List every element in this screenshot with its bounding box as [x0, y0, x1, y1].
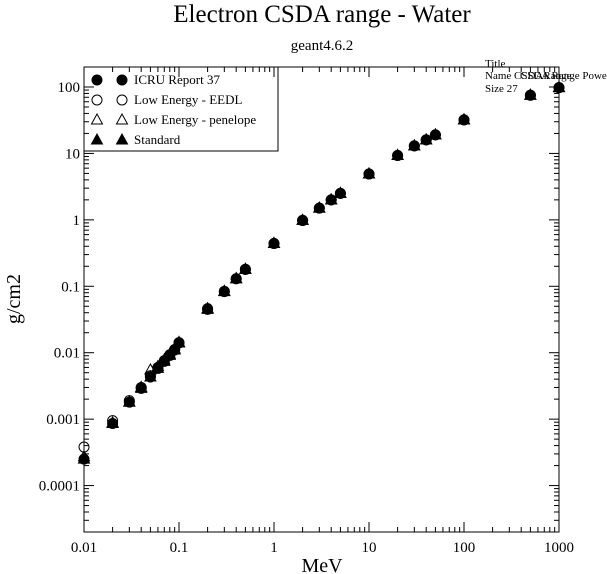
legend-label: Low Energy - penelope: [134, 112, 256, 127]
point-filled-triangle: [407, 138, 421, 151]
legend-marker-filled-triangle: [115, 132, 129, 145]
point-filled-triangle: [324, 192, 338, 205]
x-axis: 0.01 0.1 1 10 100 1000: [71, 67, 574, 556]
data-points: [77, 80, 566, 465]
point-filled-triangle: [334, 186, 347, 198]
stats-size: Size 27: [485, 83, 518, 95]
point-filled-triangle: [134, 381, 148, 393]
y-tick-label: 100: [58, 80, 81, 96]
chart-subtitle: geant4.6.2: [291, 38, 353, 54]
stats-title: Title: [485, 58, 506, 70]
x-tick-label: 10: [362, 540, 377, 556]
y-tick-label: 0.1: [61, 279, 80, 295]
chart-title: Electron CSDA range - Water: [173, 1, 471, 28]
point-filled-triangle: [144, 370, 157, 382]
y-tick-label: 0.0001: [39, 479, 80, 495]
point-filled-triangle: [229, 271, 243, 284]
x-tick-label: 0.01: [71, 540, 97, 556]
point-filled-triangle: [168, 342, 181, 355]
point-filled-triangle: [524, 88, 537, 100]
y-tick-label: 1: [73, 213, 81, 229]
legend-marker-open-circle: [116, 94, 128, 106]
legend-marker-filled-circle: [91, 74, 103, 86]
x-tick-label: 0.1: [170, 540, 189, 556]
x-tick-label: 100: [453, 540, 476, 556]
point-filled-triangle: [391, 148, 404, 161]
point-filled-triangle: [217, 284, 231, 297]
point-filled-triangle: [267, 236, 281, 249]
y-tick-label: 0.001: [46, 412, 80, 428]
stats-overprint: CSDA Range Power: [520, 70, 607, 82]
y-tick-label: 0.01: [54, 346, 80, 362]
plot-frame: [83, 66, 560, 533]
x-axis-label: MeV: [301, 555, 343, 574]
legend-label: Low Energy - EEDL: [134, 92, 242, 107]
point-filled-triangle: [106, 416, 119, 428]
point-filled-triangle: [312, 201, 326, 213]
legend-items: ICRU Report 37 Low Energy - EEDL Low Energ…: [90, 72, 256, 147]
point-filled-triangle: [457, 112, 471, 125]
y-axis-label: g/cm2: [3, 274, 25, 324]
legend-marker-filled-circle: [116, 74, 128, 86]
point-filled-triangle: [157, 354, 171, 366]
point-filled-triangle: [77, 452, 91, 464]
point-filled-triangle: [239, 262, 252, 274]
point-filled-triangle: [296, 213, 309, 225]
legend-marker-filled-triangle: [90, 132, 104, 145]
x-tick-label: 1: [270, 540, 278, 556]
y-tick-label: 10: [65, 146, 80, 162]
point-filled-triangle: [172, 335, 186, 348]
legend-label: ICRU Report 37: [134, 72, 220, 87]
point-filled-triangle: [201, 302, 214, 314]
legend-label: Standard: [134, 132, 181, 147]
legend: ICRU Report 37 Low Energy - EEDL Low Energ…: [83, 66, 279, 152]
legend-marker-open-triangle: [115, 112, 129, 125]
stats-box: Title Name CSDARange CSDA Range Power Si…: [485, 58, 607, 95]
point-filled-triangle: [151, 361, 165, 373]
point-filled-triangle: [362, 166, 376, 179]
point-filled-triangle: [419, 132, 433, 145]
point-filled-triangle: [122, 395, 136, 407]
legend-box: [83, 66, 279, 152]
point-open-circle: [78, 441, 90, 453]
x-tick-label: 1000: [544, 540, 574, 556]
point-filled-triangle: [552, 80, 566, 93]
y-axis: 0.0001 0.001 0.01 0.1 1 10 100: [39, 80, 559, 521]
point-filled-triangle: [429, 127, 442, 140]
legend-marker-open-circle: [91, 94, 103, 106]
stats-name: Name CSDARange: [485, 70, 572, 82]
legend-marker-open-triangle: [90, 112, 104, 125]
